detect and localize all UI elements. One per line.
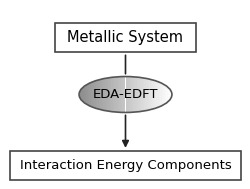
Bar	[169, 90, 170, 99]
Bar	[111, 77, 112, 112]
Bar	[117, 77, 119, 112]
Bar	[90, 82, 92, 107]
Bar	[150, 80, 152, 109]
Bar	[98, 80, 100, 109]
Bar	[166, 87, 167, 102]
Bar	[102, 79, 103, 110]
Bar	[163, 84, 164, 105]
Bar	[164, 85, 166, 104]
Bar	[160, 83, 161, 106]
Bar	[128, 77, 130, 112]
Bar	[148, 79, 150, 110]
Bar	[133, 77, 134, 112]
Bar	[158, 82, 160, 107]
Bar	[134, 77, 136, 112]
Bar	[84, 85, 86, 104]
Bar	[155, 81, 156, 108]
Bar	[146, 79, 147, 110]
Bar	[167, 88, 169, 101]
Bar	[138, 77, 139, 112]
Bar	[131, 77, 133, 112]
Bar	[105, 78, 106, 111]
FancyBboxPatch shape	[55, 23, 195, 52]
Bar	[81, 88, 83, 101]
Bar	[108, 78, 109, 111]
Bar	[100, 79, 102, 110]
Bar	[97, 80, 98, 109]
Bar	[141, 78, 142, 111]
Bar	[92, 82, 94, 107]
Bar	[125, 77, 126, 112]
Bar	[114, 77, 116, 112]
Bar	[89, 83, 90, 106]
Bar	[86, 84, 87, 105]
FancyBboxPatch shape	[10, 151, 240, 180]
Bar	[124, 77, 125, 112]
Bar	[156, 82, 158, 107]
Bar	[83, 87, 84, 102]
Bar	[152, 80, 153, 109]
Bar	[139, 77, 141, 112]
Bar	[142, 78, 144, 111]
Bar	[147, 79, 148, 110]
Bar	[88, 84, 89, 105]
Text: EDA-EDFT: EDA-EDFT	[92, 88, 158, 101]
Bar	[153, 81, 155, 108]
Bar	[122, 77, 124, 112]
Bar	[126, 77, 128, 112]
Bar	[103, 79, 104, 110]
Bar	[112, 77, 114, 112]
Bar	[136, 77, 138, 112]
Bar	[161, 84, 162, 105]
Text: Interaction Energy Components: Interaction Energy Components	[20, 159, 231, 172]
Bar	[144, 78, 145, 111]
Bar	[106, 78, 108, 111]
Bar	[130, 77, 131, 112]
Bar	[119, 77, 120, 112]
Bar	[95, 81, 97, 108]
Bar	[116, 77, 117, 112]
Bar	[109, 77, 111, 112]
Bar	[80, 90, 81, 99]
Bar	[120, 77, 122, 112]
Bar	[94, 81, 95, 108]
Text: Metallic System: Metallic System	[67, 30, 183, 45]
